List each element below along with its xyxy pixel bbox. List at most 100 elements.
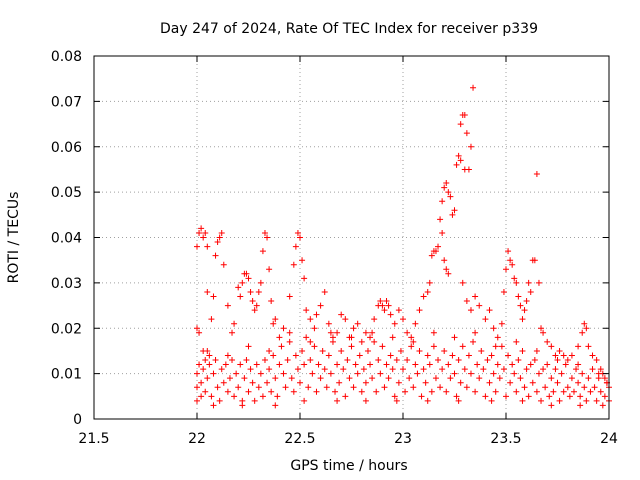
- data-point: [311, 325, 318, 332]
- data-point: [266, 347, 273, 354]
- data-point: [210, 402, 217, 409]
- data-point: [548, 343, 555, 350]
- data-point: [340, 366, 347, 373]
- data-point: [441, 184, 448, 191]
- y-tick-label: 0.05: [51, 185, 82, 201]
- data-point: [208, 393, 215, 400]
- data-point: [416, 347, 423, 354]
- data-point: [465, 352, 472, 359]
- data-point: [247, 366, 254, 373]
- data-point: [387, 352, 394, 359]
- data-point: [292, 243, 299, 250]
- data-point: [515, 293, 522, 300]
- data-point: [202, 388, 209, 395]
- data-point: [568, 352, 575, 359]
- x-axis-title: GPS time / hours: [290, 458, 407, 474]
- data-point: [259, 393, 266, 400]
- data-point: [428, 388, 435, 395]
- data-point: [206, 361, 213, 368]
- data-point: [449, 352, 456, 359]
- data-point: [583, 397, 590, 404]
- data-point: [515, 357, 522, 364]
- data-point: [575, 379, 582, 386]
- data-point: [523, 366, 530, 373]
- data-point: [511, 275, 518, 282]
- data-point: [264, 379, 271, 386]
- data-point: [437, 384, 444, 391]
- data-point: [521, 384, 528, 391]
- data-point: [356, 352, 363, 359]
- data-point: [272, 375, 279, 382]
- data-point: [404, 357, 411, 364]
- data-point: [503, 393, 509, 400]
- data-point: [377, 298, 384, 305]
- data-point: [367, 334, 374, 341]
- data-point: [439, 198, 446, 205]
- data-point: [210, 293, 217, 300]
- data-point: [461, 166, 468, 173]
- data-point: [533, 347, 540, 354]
- data-point: [424, 352, 431, 359]
- data-point: [402, 388, 409, 395]
- data-point: [428, 252, 435, 259]
- data-point: [395, 307, 402, 314]
- data-point: [416, 307, 423, 314]
- data-point: [509, 361, 516, 368]
- data-point: [484, 357, 491, 364]
- data-point: [268, 298, 275, 305]
- data-point: [362, 329, 369, 336]
- data-point: [420, 293, 427, 300]
- data-point: [270, 352, 277, 359]
- data-point: [385, 375, 392, 382]
- data-point: [245, 388, 252, 395]
- data-point: [338, 347, 345, 354]
- data-point: [412, 361, 419, 368]
- data-point: [202, 357, 209, 364]
- y-axis-title: ROTI / TECUs: [6, 192, 22, 284]
- x-tick-label: 22: [188, 431, 206, 447]
- data-point: [593, 397, 600, 404]
- data-point: [441, 257, 448, 264]
- data-point: [348, 334, 355, 341]
- data-point: [589, 352, 596, 359]
- data-point: [198, 225, 205, 232]
- data-point: [432, 248, 439, 255]
- data-point: [245, 343, 252, 350]
- data-point: [412, 320, 419, 327]
- data-point: [463, 384, 470, 391]
- data-point: [503, 266, 509, 273]
- data-point: [420, 366, 427, 373]
- data-point: [535, 370, 542, 377]
- data-point: [350, 325, 357, 332]
- data-point: [400, 366, 406, 373]
- data-point: [482, 316, 489, 323]
- data-point: [397, 347, 404, 354]
- data-point: [486, 307, 493, 314]
- data-point: [424, 288, 431, 295]
- data-point: [288, 375, 295, 382]
- data-point: [519, 316, 526, 323]
- data-point: [507, 379, 514, 386]
- data-point: [224, 388, 231, 395]
- data-point: [194, 370, 200, 377]
- data-point: [457, 157, 464, 164]
- data-point: [414, 370, 421, 377]
- data-point: [453, 161, 460, 168]
- data-point: [505, 352, 512, 359]
- data-point: [379, 302, 386, 309]
- data-point: [381, 384, 388, 391]
- data-point: [505, 248, 512, 255]
- data-point: [253, 361, 260, 368]
- data-point: [299, 257, 306, 264]
- data-point: [500, 366, 507, 373]
- data-point: [525, 279, 532, 286]
- data-point: [513, 338, 520, 345]
- data-point: [595, 370, 602, 377]
- data-point: [482, 393, 489, 400]
- y-tick-label: 0.03: [51, 276, 82, 292]
- data-point: [222, 361, 229, 368]
- data-point: [560, 388, 567, 395]
- data-point: [457, 379, 464, 386]
- data-point: [544, 338, 551, 345]
